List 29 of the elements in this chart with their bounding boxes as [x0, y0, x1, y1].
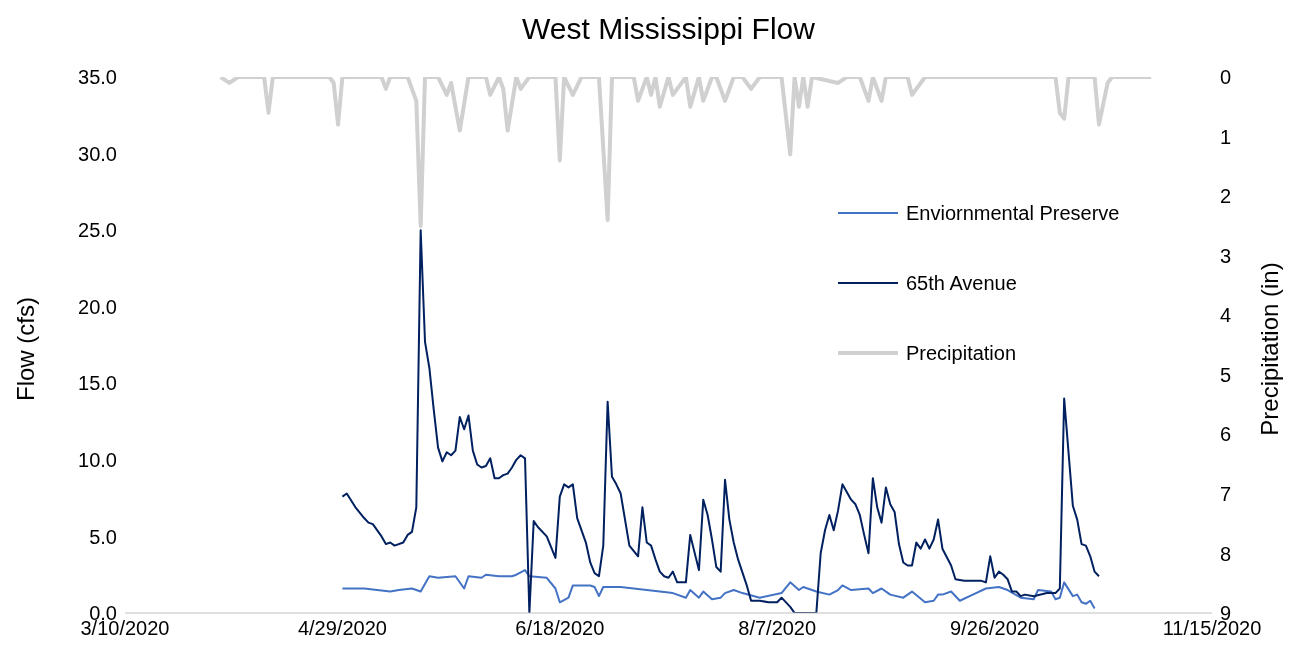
y-tick-label: 20.0	[78, 295, 117, 318]
y-tick-label: 15.0	[78, 372, 117, 395]
y2-tick-label: 1	[1220, 125, 1232, 148]
y2-tick-label: 0	[1220, 66, 1232, 89]
y-tick-label: 25.0	[78, 219, 117, 242]
y2-tick-label: 7	[1220, 482, 1232, 505]
y2-tick-label: 2	[1220, 185, 1232, 208]
y-tick-label: 30.0	[78, 142, 117, 165]
legend-label: 65th Avenue	[906, 271, 1017, 295]
x-tick-label: 6/18/2020	[515, 617, 605, 640]
y-tick-label: 35.0	[78, 66, 117, 89]
y-tick-label: 10.0	[78, 448, 117, 471]
y2-tick-label: 6	[1220, 423, 1232, 446]
y2-tick-label: 5	[1220, 363, 1232, 386]
y-tick-label: 5.0	[89, 525, 117, 548]
y2-tick-label: 4	[1220, 304, 1232, 327]
line-series	[341, 229, 1100, 613]
y-axis-title: Flow (cfs)	[12, 297, 40, 401]
line-series	[218, 77, 1154, 228]
y2-tick-label: 8	[1220, 542, 1232, 565]
x-tick-label: 4/29/2020	[297, 617, 387, 640]
y2-tick-label: 3	[1220, 244, 1232, 267]
line-series	[341, 569, 1096, 610]
y2-axis-title: Precipitation (in)	[1256, 262, 1284, 436]
x-tick-label: 8/7/2020	[738, 617, 817, 640]
chart-title: West Mississippi Flow	[521, 12, 816, 46]
legend-label: Enviornmental Preserve	[906, 201, 1120, 225]
x-tick-label: 9/26/2020	[950, 617, 1040, 640]
legend-label: Precipitation	[906, 341, 1017, 365]
